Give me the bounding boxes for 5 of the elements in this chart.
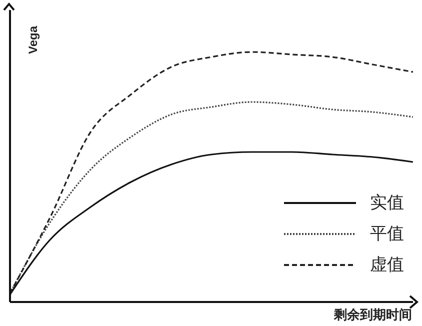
y-axis-title: Vega: [26, 26, 40, 54]
legend-label: 平值: [370, 223, 404, 245]
legend-label: 实值: [370, 192, 404, 214]
legend-label: 虚值: [370, 254, 404, 276]
x-axis-title: 剩余到期时间: [334, 306, 412, 324]
